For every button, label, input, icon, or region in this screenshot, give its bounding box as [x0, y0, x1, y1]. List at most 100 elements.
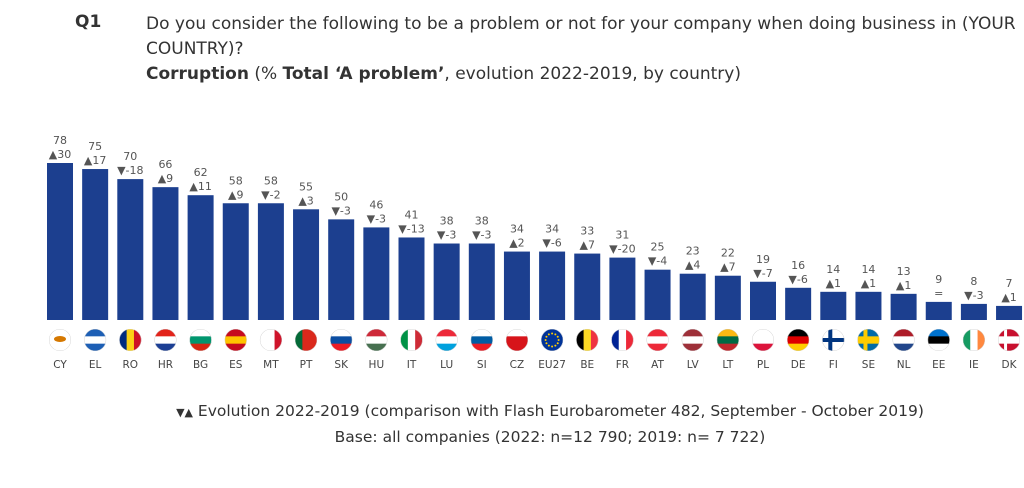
evolution-label-PT: ▲3: [298, 194, 313, 207]
flag-HR-icon: [154, 329, 177, 351]
evolution-label-RO: ▼-18: [117, 164, 143, 177]
evolution-label-CZ: ▲2: [509, 237, 524, 250]
value-label-IT: 41: [405, 208, 419, 221]
category-label-SI: SI: [477, 359, 487, 371]
value-label-CY: 78: [53, 134, 67, 147]
flag-PT-icon: [295, 329, 318, 351]
question-number: Q1: [75, 12, 102, 32]
evolution-label-EL: ▲17: [84, 154, 106, 167]
flag-EL-icon: [84, 329, 107, 351]
subtitle-subject: Corruption: [146, 64, 249, 84]
flag-DK-icon: [998, 329, 1021, 351]
flag-BE-icon: [576, 329, 599, 351]
category-label-DE: DE: [791, 359, 806, 371]
value-label-DK: 7: [1006, 277, 1013, 290]
flag-IT-icon: [400, 329, 423, 351]
flag-EU27-icon: [541, 329, 564, 351]
subtitle-part: (%: [248, 64, 283, 84]
evolution-label-BG: ▲11: [189, 180, 211, 193]
evolution-label-HR: ▲9: [158, 172, 173, 185]
bar-LU: [433, 243, 460, 320]
bar-chart: 78▲30CY75▲17EL70▼-18RO66▲9HR62▲11BG58▲9E…: [47, 134, 1023, 371]
category-label-LU: LU: [440, 359, 453, 371]
category-label-SE: SE: [862, 359, 875, 371]
value-label-LU: 38: [440, 215, 454, 228]
evolution-label-LT: ▲7: [720, 261, 735, 274]
bar-IE: [960, 303, 987, 320]
bar-LV: [679, 273, 706, 320]
bar-EL: [82, 169, 109, 320]
value-label-PT: 55: [299, 180, 313, 193]
evolution-label-IT: ▼-13: [398, 222, 424, 235]
value-label-IE: 8: [970, 275, 977, 288]
value-label-PL: 19: [756, 253, 770, 266]
flag-FI-icon: [822, 329, 845, 351]
category-label-CY: CY: [53, 359, 67, 371]
category-label-ES: ES: [229, 359, 243, 371]
bar-EE: [925, 301, 952, 320]
evolution-label-PL: ▼-7: [753, 267, 772, 280]
value-label-HR: 66: [158, 158, 172, 171]
category-label-AT: AT: [651, 359, 664, 371]
value-label-FI: 14: [826, 263, 840, 276]
flag-BG-icon: [189, 329, 212, 351]
evolution-label-EU27: ▼-6: [542, 237, 561, 250]
flag-HU-icon: [365, 329, 388, 351]
flag-LV-icon: [681, 329, 704, 351]
subtitle: Corruption (% Total ‘A problem’, evoluti…: [146, 62, 1016, 87]
flag-LU-icon: [435, 329, 458, 351]
evolution-label-HU: ▼-3: [367, 212, 386, 225]
bar-HU: [363, 227, 390, 320]
bar-BG: [187, 195, 214, 320]
subtitle-rest: , evolution 2022-2019, by country): [444, 64, 741, 84]
category-label-IT: IT: [407, 359, 417, 371]
category-label-LV: LV: [687, 359, 700, 371]
evolution-label-SE: ▲1: [861, 277, 876, 290]
flag-SE-icon: [857, 329, 880, 351]
question-text: Do you consider the following to be a pr…: [146, 14, 1016, 59]
category-label-NL: NL: [897, 359, 911, 371]
value-label-LT: 22: [721, 247, 735, 260]
value-label-ES: 58: [229, 174, 243, 187]
bar-IT: [398, 237, 425, 320]
category-label-EL: EL: [89, 359, 102, 371]
value-label-SI: 38: [475, 215, 489, 228]
category-label-RO: RO: [123, 359, 139, 371]
evolution-label-FI: ▲1: [826, 277, 841, 290]
value-label-SE: 14: [861, 263, 875, 276]
flag-DE-icon: [787, 329, 810, 351]
bar-PL: [750, 281, 776, 320]
category-label-SK: SK: [334, 359, 349, 371]
flag-NL-icon: [892, 329, 915, 351]
flag-CY-icon: [49, 329, 71, 351]
evolution-label-DE: ▼-6: [788, 273, 807, 286]
footnote-base: Base: all companies (2022: n=12 790; 201…: [334, 428, 766, 446]
flag-RO-icon: [119, 329, 142, 351]
bar-FR: [609, 257, 636, 320]
value-label-EU27: 34: [545, 223, 559, 236]
evolution-label-MT: ▼-2: [261, 188, 280, 201]
flag-CZ-icon: [505, 329, 528, 351]
value-label-LV: 23: [686, 245, 700, 258]
bar-FI: [820, 291, 847, 320]
value-label-MT: 58: [264, 174, 278, 187]
evolution-label-LV: ▲4: [685, 259, 700, 272]
category-label-IE: IE: [969, 359, 979, 371]
evolution-label-DK: ▲1: [1001, 291, 1016, 304]
category-label-DK: DK: [1002, 359, 1018, 371]
bar-BE: [574, 253, 601, 320]
value-label-EE: 9: [935, 273, 942, 286]
bar-ES: [222, 203, 249, 320]
value-label-SK: 50: [334, 190, 348, 203]
category-label-FI: FI: [829, 359, 838, 371]
up-down-triangle-icon: ▼▲: [176, 406, 193, 419]
bar-EU27: [539, 251, 566, 320]
bar-HR: [152, 187, 179, 320]
category-label-PL: PL: [757, 359, 769, 371]
value-label-HU: 46: [369, 198, 383, 211]
value-label-RO: 70: [123, 150, 137, 163]
flag-SI-icon: [470, 329, 493, 351]
flag-SK-icon: [330, 329, 353, 351]
flag-EE-icon: [927, 329, 950, 351]
category-label-HU: HU: [369, 359, 385, 371]
